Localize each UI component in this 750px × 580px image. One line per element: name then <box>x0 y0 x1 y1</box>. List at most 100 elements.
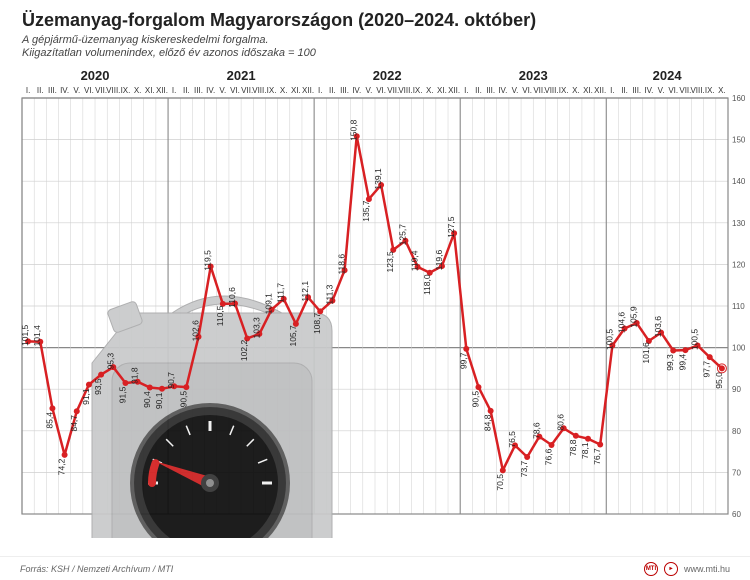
svg-text:IX.: IX. <box>121 86 131 95</box>
svg-text:I.: I. <box>172 86 176 95</box>
svg-text:VIII.: VIII. <box>252 86 266 95</box>
svg-text:120: 120 <box>732 260 746 269</box>
svg-text:130: 130 <box>732 219 746 228</box>
svg-text:111,7: 111,7 <box>276 283 286 303</box>
svg-text:99,4: 99,4 <box>677 354 687 371</box>
svg-text:II.: II. <box>475 86 482 95</box>
svg-text:108,7: 108,7 <box>312 313 322 335</box>
svg-text:101,5: 101,5 <box>20 324 30 346</box>
svg-text:84,7: 84,7 <box>69 415 79 432</box>
svg-text:II.: II. <box>37 86 44 95</box>
svg-text:78,6: 78,6 <box>531 422 541 439</box>
svg-text:XI.: XI. <box>145 86 155 95</box>
svg-text:135,7: 135,7 <box>361 200 371 222</box>
svg-text:XII.: XII. <box>448 86 460 95</box>
footer-url: www.mti.hu <box>684 564 730 574</box>
svg-text:III.: III. <box>486 86 495 95</box>
svg-text:IV.: IV. <box>352 86 361 95</box>
svg-text:123,5: 123,5 <box>385 251 395 273</box>
svg-text:110: 110 <box>732 302 745 311</box>
svg-text:II.: II. <box>621 86 628 95</box>
mti-logo-icon: MTI <box>644 562 658 576</box>
svg-text:VI.: VI. <box>230 86 240 95</box>
svg-text:100: 100 <box>732 344 746 353</box>
svg-text:VIII.: VIII. <box>398 86 412 95</box>
svg-text:60: 60 <box>732 510 741 519</box>
svg-text:119,6: 119,6 <box>434 249 444 270</box>
svg-text:2021: 2021 <box>227 68 256 83</box>
svg-text:150: 150 <box>732 136 746 145</box>
svg-text:103,6: 103,6 <box>653 316 663 338</box>
svg-text:IV.: IV. <box>206 86 215 95</box>
svg-text:100,5: 100,5 <box>690 329 700 351</box>
svg-text:III.: III. <box>632 86 641 95</box>
svg-text:IX.: IX. <box>267 86 277 95</box>
svg-text:160: 160 <box>732 94 746 103</box>
svg-text:101,4: 101,4 <box>32 325 42 347</box>
footer: Forrás: KSH / Nemzeti Archívum / MTI MTI… <box>0 556 750 580</box>
svg-text:VI.: VI. <box>522 86 532 95</box>
svg-text:V.: V. <box>512 86 519 95</box>
chart-subtitle-2: Kiigazítatlan volumenindex, előző év azo… <box>22 47 730 59</box>
svg-text:85,4: 85,4 <box>44 412 54 429</box>
svg-text:78,8: 78,8 <box>568 439 578 456</box>
svg-text:I.: I. <box>464 86 468 95</box>
svg-text:78,1: 78,1 <box>580 442 590 459</box>
svg-text:V.: V. <box>365 86 372 95</box>
svg-text:74,2: 74,2 <box>57 458 67 475</box>
svg-text:84,8: 84,8 <box>483 414 493 431</box>
svg-text:IX.: IX. <box>559 86 569 95</box>
svg-text:109,1: 109,1 <box>264 293 274 315</box>
svg-text:IX.: IX. <box>705 86 715 95</box>
svg-text:III.: III. <box>340 86 349 95</box>
svg-text:VI.: VI. <box>376 86 386 95</box>
svg-text:150,8: 150,8 <box>349 119 359 141</box>
svg-text:VIII.: VIII. <box>544 86 558 95</box>
svg-text:102,2: 102,2 <box>239 340 249 362</box>
svg-text:101,6: 101,6 <box>641 342 651 364</box>
svg-text:X.: X. <box>572 86 580 95</box>
svg-text:76,6: 76,6 <box>544 448 554 465</box>
svg-text:80,6: 80,6 <box>556 414 566 431</box>
svg-text:76,5: 76,5 <box>507 431 517 448</box>
svg-text:X.: X. <box>426 86 434 95</box>
svg-text:95,3: 95,3 <box>105 353 115 370</box>
svg-text:XI.: XI. <box>437 86 447 95</box>
svg-text:70: 70 <box>732 468 741 477</box>
svg-text:III.: III. <box>48 86 57 95</box>
chart-title: Üzemanyag-forgalom Magyarországon (2020–… <box>22 10 730 31</box>
svg-text:2020: 2020 <box>81 68 110 83</box>
svg-text:93,5: 93,5 <box>93 378 103 395</box>
svg-text:139,1: 139,1 <box>373 168 383 190</box>
svg-text:100,5: 100,5 <box>604 329 614 351</box>
svg-text:II.: II. <box>329 86 336 95</box>
svg-text:X.: X. <box>280 86 288 95</box>
svg-text:IX.: IX. <box>413 86 423 95</box>
svg-text:IV.: IV. <box>60 86 69 95</box>
svg-text:70,5: 70,5 <box>495 474 505 491</box>
svg-text:80: 80 <box>732 427 741 436</box>
svg-text:90,4: 90,4 <box>142 391 152 408</box>
svg-text:102,6: 102,6 <box>191 320 201 342</box>
svg-text:XI.: XI. <box>291 86 301 95</box>
svg-text:VI.: VI. <box>84 86 94 95</box>
svg-text:XII.: XII. <box>594 86 606 95</box>
svg-text:VIII.: VIII. <box>690 86 704 95</box>
svg-text:90,5: 90,5 <box>470 391 480 408</box>
svg-text:V.: V. <box>219 86 226 95</box>
svg-text:90: 90 <box>732 385 741 394</box>
svg-text:I.: I. <box>26 86 30 95</box>
svg-text:IV.: IV. <box>644 86 653 95</box>
svg-text:2024: 2024 <box>653 68 683 83</box>
svg-text:2023: 2023 <box>519 68 548 83</box>
svg-text:97,7: 97,7 <box>702 361 712 378</box>
footer-logos: MTI ▸ www.mti.hu <box>644 562 730 576</box>
svg-text:95,0: 95,0 <box>714 372 724 389</box>
svg-text:111,3: 111,3 <box>324 284 334 304</box>
svg-text:103,3: 103,3 <box>251 317 261 339</box>
svg-text:112,1: 112,1 <box>300 281 310 302</box>
svg-text:91,1: 91,1 <box>81 388 91 405</box>
svg-text:2022: 2022 <box>373 68 402 83</box>
svg-text:119,5: 119,5 <box>203 250 213 271</box>
svg-text:I.: I. <box>318 86 322 95</box>
